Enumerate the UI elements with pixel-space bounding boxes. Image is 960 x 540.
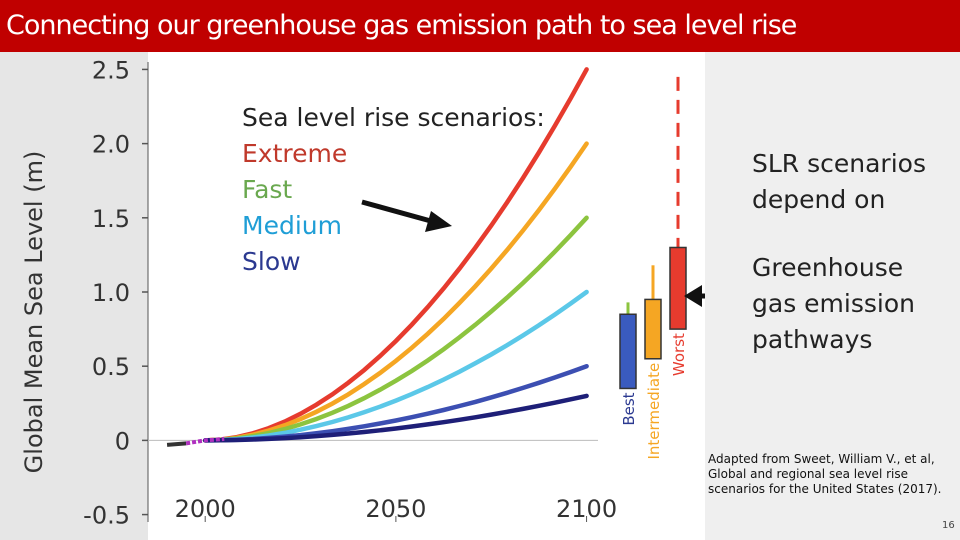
pathway-box <box>669 246 687 330</box>
y-tick-label: 0.5 <box>92 353 130 381</box>
scenario-label-slow: Slow <box>242 247 301 276</box>
pathway-label: Worst <box>670 333 688 376</box>
scenario-arrow-head <box>425 211 452 232</box>
scenario-line <box>202 67 589 443</box>
y-axis: 2.5 2.0 1.5 1.0 0.5 0 -0.5 <box>83 56 149 530</box>
scenario-label-medium: Medium <box>242 211 342 240</box>
slr-depend-text: SLR scenarios depend on <box>752 149 926 214</box>
pathway-boxes: Best Intermediate Worst <box>619 76 688 460</box>
pathway-label: Intermediate <box>645 363 663 460</box>
observed-line <box>166 441 187 447</box>
scenario-line <box>202 141 589 443</box>
x-tick-label: 2050 <box>365 495 426 523</box>
axis-background <box>0 52 148 540</box>
plot-background <box>148 52 705 540</box>
scenarios-title: Sea level rise scenarios: <box>242 103 545 132</box>
pathway-box <box>644 298 662 360</box>
x-tick-label: 2100 <box>556 495 617 523</box>
x-axis: 2000 2050 2100 <box>148 439 617 523</box>
slide-title: Connecting our greenhouse gas emission p… <box>6 10 797 41</box>
ghg-pathways-text: Greenhouse gas emission pathways <box>752 253 915 354</box>
scenario-arrow <box>361 199 439 226</box>
sea-level-chart: Global Mean Sea Level (m) 2.5 2.0 1.5 1.0 0.… <box>0 52 705 540</box>
x-tick-label: 2000 <box>175 495 236 523</box>
y-tick-label: 1.5 <box>92 205 130 233</box>
citation-text: Adapted from Sweet, William V., et al, G… <box>708 452 942 496</box>
pathway-label: Best <box>620 392 638 425</box>
y-tick-label: 1.0 <box>92 279 130 307</box>
y-tick-label: 0 <box>115 427 130 455</box>
scenario-line <box>202 393 589 443</box>
slide-number: 16 <box>942 520 955 531</box>
right-info-panel <box>705 52 960 540</box>
scenario-line <box>202 215 589 443</box>
y-tick-label: 2.5 <box>92 56 130 84</box>
annotation-arrows <box>361 199 705 307</box>
title-bar: Connecting our greenhouse gas emission p… <box>0 0 960 52</box>
scenario-label-fast: Fast <box>242 175 293 204</box>
pathway-arrow-head <box>684 285 702 307</box>
scenario-line <box>202 289 589 443</box>
pathway-box <box>619 313 637 390</box>
y-tick-label: 2.0 <box>92 131 130 159</box>
scenario-lines <box>166 67 589 447</box>
scenario-label-extreme: Extreme <box>242 139 348 168</box>
y-tick-label: -0.5 <box>83 502 130 530</box>
y-axis-label: Global Mean Sea Level (m) <box>20 151 48 474</box>
historical-line <box>185 436 225 446</box>
